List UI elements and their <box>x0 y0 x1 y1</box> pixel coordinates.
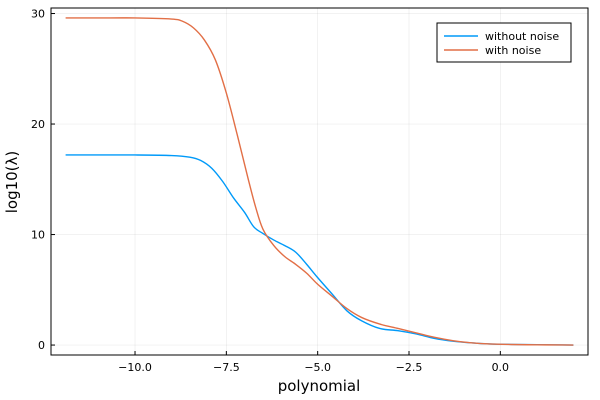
x-tick-label: −5.0 <box>304 361 331 374</box>
y-tick-label: 0 <box>38 339 45 352</box>
y-axis-label: log10(λ) <box>3 151 21 214</box>
x-axis-label: polynomial <box>278 377 361 395</box>
x-tick-label: −7.5 <box>213 361 240 374</box>
series-line-with-noise <box>65 17 574 346</box>
legend-label-without-noise: without noise <box>485 30 559 43</box>
grid-layer <box>51 8 588 355</box>
ticks-layer: −10.0 −7.5 −5.0 −2.5 0.0 0 10 20 30 <box>31 8 509 374</box>
series-layer <box>65 17 574 346</box>
y-tick-label: 20 <box>31 118 45 131</box>
x-tick-label: −10.0 <box>118 361 152 374</box>
legend-label-with-noise: with noise <box>485 44 541 57</box>
x-tick-label: −2.5 <box>396 361 423 374</box>
legend-box <box>436 22 572 63</box>
x-tick-label: 0.0 <box>492 361 510 374</box>
legend: without noise with noise <box>436 22 572 63</box>
series-line-without-noise <box>65 154 574 346</box>
y-tick-label: 10 <box>31 229 45 242</box>
y-tick-label: 30 <box>31 8 45 21</box>
plot-frame <box>50 7 589 356</box>
